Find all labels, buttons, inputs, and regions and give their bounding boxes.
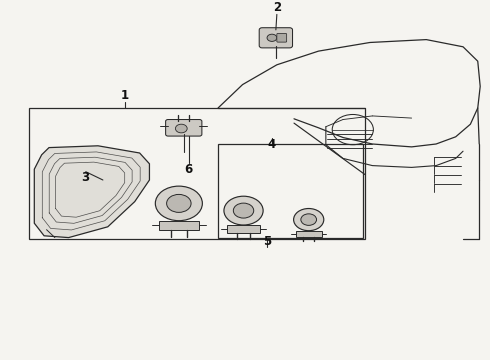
Polygon shape [34, 146, 149, 238]
Circle shape [267, 34, 277, 41]
Bar [159, 221, 199, 230]
Bar [296, 231, 321, 237]
Circle shape [224, 196, 263, 225]
FancyBboxPatch shape [259, 28, 293, 48]
Bar [29, 108, 365, 239]
Text: 6: 6 [185, 163, 193, 176]
Text: 3: 3 [82, 171, 90, 184]
Circle shape [155, 186, 202, 221]
Bar [218, 144, 363, 238]
Circle shape [167, 194, 191, 212]
Text: 4: 4 [268, 138, 276, 150]
FancyBboxPatch shape [277, 33, 287, 42]
Bar [227, 225, 260, 233]
Circle shape [233, 203, 254, 218]
Text: 5: 5 [263, 235, 271, 248]
Circle shape [294, 208, 324, 231]
FancyBboxPatch shape [166, 120, 202, 136]
Circle shape [175, 124, 187, 133]
Text: 2: 2 [273, 1, 281, 14]
Text: 1: 1 [121, 89, 129, 102]
Circle shape [301, 214, 317, 225]
